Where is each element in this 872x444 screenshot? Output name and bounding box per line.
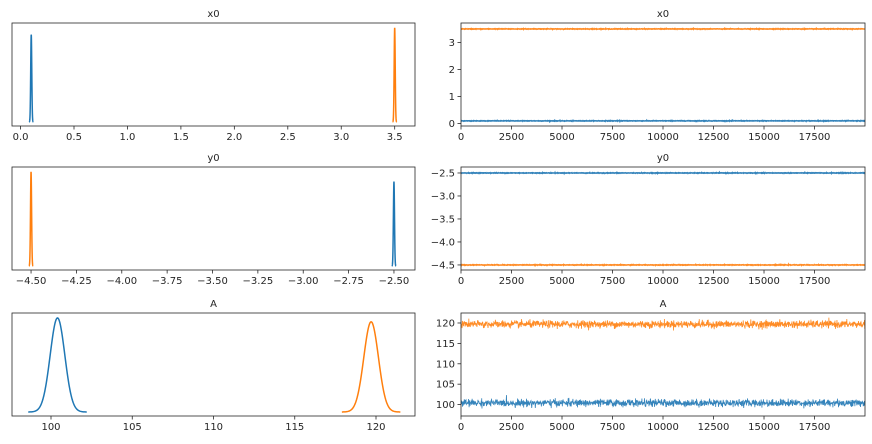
- y-tick-label: −2.5: [431, 168, 455, 179]
- panel-title: x0: [657, 9, 669, 20]
- axes-frame: [11, 312, 416, 417]
- kde-line-chain-0: [391, 181, 397, 267]
- x-tick-label: −2.75: [333, 276, 364, 287]
- x-tick-label: 2.0: [226, 132, 242, 143]
- y-tick-label: −4.0: [431, 237, 455, 248]
- x-tick-label: 17500: [799, 422, 831, 433]
- kde-line-chain-1: [341, 320, 401, 413]
- x-tick-label: −3.75: [152, 276, 183, 287]
- panel-title: A: [210, 299, 217, 310]
- y-tick-label: 100: [436, 400, 455, 411]
- trace-line-chain-1: [461, 26, 865, 32]
- panel-title: x0: [207, 9, 219, 20]
- x-tick-label: 12500: [698, 276, 730, 287]
- x-tick-label: 3.5: [387, 132, 403, 143]
- x-tick-label: 0: [458, 422, 464, 433]
- panel-title: y0: [657, 153, 669, 164]
- panel-title: A: [660, 299, 667, 310]
- x-tick-label: 120: [366, 422, 385, 433]
- trace-line-chain-0: [461, 170, 865, 176]
- panel-kde-A: A 100 105 110 115 120: [11, 299, 416, 433]
- trace-line-chain-0: [461, 118, 865, 124]
- kde-line-chain-1: [28, 171, 34, 267]
- x-tick-label: 17500: [799, 276, 831, 287]
- y-tick-label: 0: [449, 119, 455, 130]
- x-tick-label: −4.00: [106, 276, 137, 287]
- x-tick-label: 15000: [748, 276, 780, 287]
- x-tick-label: 17500: [799, 132, 831, 143]
- y-tick-label: 120: [436, 318, 455, 329]
- x-tick-label: 5000: [549, 276, 574, 287]
- x-tick-label: 7500: [600, 422, 625, 433]
- x-tick-label: 2500: [499, 422, 524, 433]
- axes-frame: [460, 22, 866, 127]
- x-tick-label: −2.50: [379, 276, 410, 287]
- x-tick-label: 2500: [499, 132, 524, 143]
- x-tick-label: 0.0: [13, 132, 29, 143]
- trace-line-chain-1: [461, 317, 865, 331]
- x-tick-label: −3.50: [197, 276, 228, 287]
- y-tick-label: −3.5: [431, 214, 455, 225]
- x-tick-label: 1.0: [119, 132, 135, 143]
- x-tick-label: 10000: [647, 276, 679, 287]
- axes-frame: [460, 166, 866, 271]
- trace-line-chain-1: [461, 262, 865, 268]
- axes-frame: [11, 22, 416, 127]
- x-tick-label: 3.0: [333, 132, 349, 143]
- x-tick-label: 15000: [748, 132, 780, 143]
- x-tick-label: 12500: [698, 422, 730, 433]
- axes-frame: [11, 166, 416, 271]
- panel-title: y0: [207, 153, 219, 164]
- x-tick-label: 15000: [748, 422, 780, 433]
- x-tick-label: 115: [285, 422, 304, 433]
- y-tick-label: 105: [436, 380, 455, 391]
- x-tick-label: 5000: [549, 422, 574, 433]
- x-tick-label: −3.00: [288, 276, 319, 287]
- x-tick-label: −4.50: [16, 276, 47, 287]
- x-tick-label: 100: [41, 422, 60, 433]
- panel-kde-x0: x0 0.0 0.5 1.0 1.5 2.0 2.5 3.0 3.5: [11, 9, 416, 143]
- x-tick-label: 2500: [499, 276, 524, 287]
- panel-kde-y0: y0 −4.50 −4.25 −4.00 −3.75 −3.50 −3.25 −3.00 −2.…: [11, 153, 416, 287]
- x-tick-label: −4.25: [61, 276, 92, 287]
- x-tick-label: 0: [458, 276, 464, 287]
- kde-line-chain-1: [392, 27, 398, 123]
- y-tick-label: 3: [449, 38, 455, 49]
- x-tick-label: 1.5: [173, 132, 189, 143]
- x-tick-label: 10000: [647, 422, 679, 433]
- trace-line-chain-0: [461, 395, 865, 409]
- x-tick-label: −3.25: [243, 276, 274, 287]
- x-tick-label: 110: [204, 422, 223, 433]
- axes-frame: [460, 312, 866, 417]
- panel-trace-x0: x0 0 1 2 3 0 2500 5000 7500 10000 12500 15000 17500: [449, 9, 866, 143]
- x-tick-label: 105: [123, 422, 142, 433]
- x-tick-label: 7500: [600, 132, 625, 143]
- x-tick-label: 7500: [600, 276, 625, 287]
- y-tick-label: 1: [449, 92, 455, 103]
- y-tick-label: 2: [449, 65, 455, 76]
- x-tick-label: 10000: [647, 132, 679, 143]
- panel-trace-A: A 100 105 110 115 120 0 2500 5000 7500 10000 12500 1…: [436, 299, 866, 433]
- kde-line-chain-0: [28, 34, 34, 123]
- x-tick-label: 12500: [698, 132, 730, 143]
- kde-line-chain-0: [28, 317, 87, 413]
- y-tick-label: −3.0: [431, 191, 455, 202]
- y-tick-label: 110: [436, 359, 455, 370]
- x-tick-label: 5000: [549, 132, 574, 143]
- y-tick-label: 115: [436, 339, 455, 350]
- x-tick-label: 2.5: [280, 132, 296, 143]
- panel-trace-y0: y0 −2.5 −3.0 −3.5 −4.0 −4.50 2500 5000 7500 10000…: [431, 153, 866, 287]
- x-tick-label: 0: [458, 132, 464, 143]
- x-tick-label: 0.5: [66, 132, 82, 143]
- y-tick-label: −4.5: [431, 260, 455, 271]
